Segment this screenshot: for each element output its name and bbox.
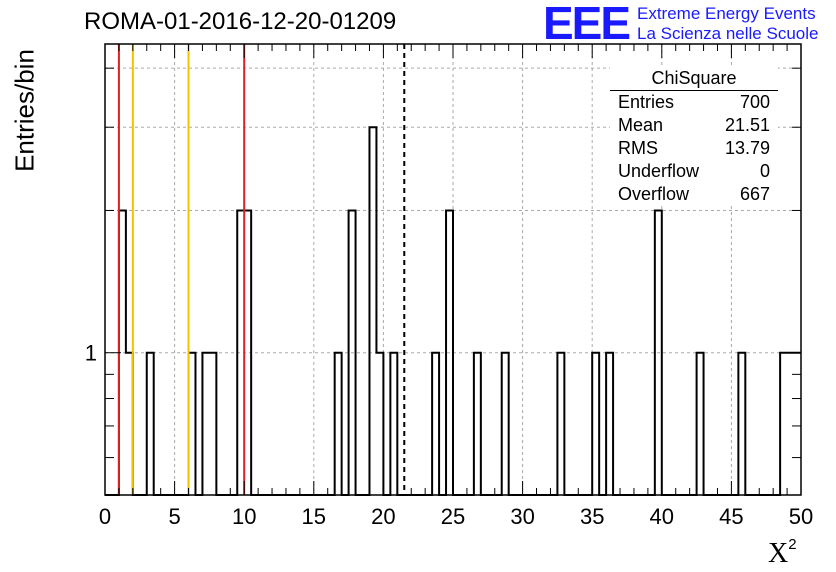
x-tick-label: 15 <box>302 504 326 529</box>
x-tick-label: 45 <box>719 504 743 529</box>
stats-label: Mean <box>618 115 664 135</box>
y-tick-label: 1 <box>85 341 97 366</box>
histogram-bin <box>780 353 787 495</box>
histogram-bin <box>557 353 564 495</box>
x-tick-label: 40 <box>650 504 674 529</box>
stats-row: RMS 13.79 <box>610 137 778 160</box>
x-tick-label: 0 <box>99 504 111 529</box>
stats-rows: Entries 700 Mean 21.51 RMS 13.79 Underflow 0 Ove… <box>610 91 778 206</box>
stats-label: Underflow <box>618 161 700 181</box>
logo-line-2: La Scienza nelle Scuole <box>637 24 819 43</box>
stats-title: ChiSquare <box>610 66 778 91</box>
y-axis-label: Entries/bin <box>9 49 40 172</box>
x-tick-label: 35 <box>580 504 604 529</box>
histogram-bin <box>126 353 133 495</box>
histogram-bin <box>390 353 397 495</box>
histogram-bin <box>376 353 383 495</box>
x-axis-label: X2 <box>768 536 797 570</box>
stats-value: 21.51 <box>724 115 770 135</box>
stats-row: Overflow 667 <box>610 183 778 206</box>
x-tick-label: 20 <box>371 504 395 529</box>
x-tick-label: 10 <box>232 504 256 529</box>
x-tick-label: 50 <box>789 504 813 529</box>
histogram-bin <box>606 353 613 495</box>
histogram-bin <box>202 353 209 495</box>
eee-logo: EEE <box>543 0 631 49</box>
histogram-bin <box>369 127 376 495</box>
stats-row: Entries 700 <box>610 91 778 114</box>
x-tick-label: 25 <box>441 504 465 529</box>
histogram-bin <box>189 353 196 495</box>
histogram-bin <box>592 353 599 495</box>
stats-label: Entries <box>618 92 675 112</box>
x-axis-label-text: X <box>768 538 789 569</box>
stats-label: RMS <box>618 138 658 158</box>
logo-line-1: Extreme Energy Events <box>637 4 816 23</box>
histogram-bin <box>209 353 216 495</box>
stats-row: Underflow 0 <box>610 160 778 183</box>
histogram-bin <box>147 353 154 495</box>
stats-value: 13.79 <box>724 138 770 158</box>
histogram-bin <box>432 353 439 495</box>
histogram-bin <box>474 353 481 495</box>
histogram-bin <box>335 353 342 495</box>
x-tick-label: 30 <box>510 504 534 529</box>
stats-value: 667 <box>739 184 770 204</box>
x-axis-label-superscript: 2 <box>788 536 797 553</box>
histogram-bin <box>697 353 704 495</box>
stats-value: 0 <box>759 161 770 181</box>
histogram-bin <box>738 353 745 495</box>
x-tick-label: 5 <box>168 504 180 529</box>
stats-box: ChiSquare Entries 700 Mean 21.51 RMS 13.79 Und… <box>610 66 778 206</box>
stats-row: Mean 21.51 <box>610 114 778 137</box>
chart-title: ROMA-01-2016-12-20-01209 <box>84 8 397 35</box>
stats-label: Overflow <box>618 184 690 204</box>
histogram-bin <box>502 353 509 495</box>
stats-value: 700 <box>739 92 770 112</box>
